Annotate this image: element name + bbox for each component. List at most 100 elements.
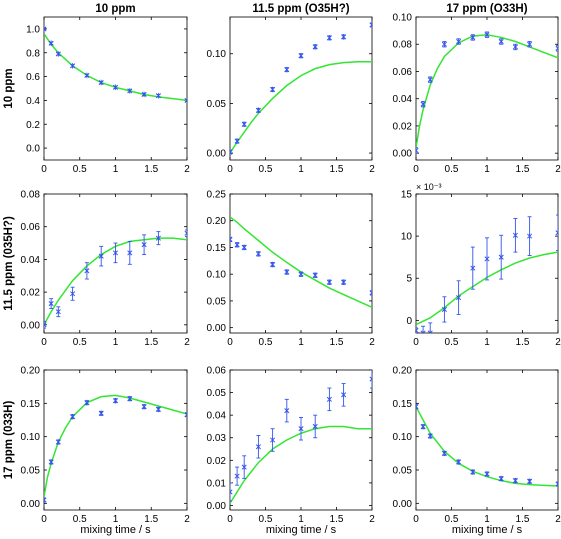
- data-point: [427, 433, 433, 439]
- y-tick-label: 0.05: [21, 466, 41, 477]
- marker-stroke: [416, 327, 419, 332]
- x-tick-label: 0: [227, 164, 233, 175]
- x-tick-label: 2: [369, 337, 375, 348]
- marker-stroke: [184, 99, 187, 103]
- data-point: [44, 321, 47, 329]
- x-tick-label: 2: [184, 164, 190, 175]
- x-tick-label: 0.5: [445, 164, 459, 175]
- data-point: [255, 107, 261, 114]
- marker-stroke: [416, 147, 419, 152]
- marker-stroke: [429, 330, 433, 333]
- x-tick-label: 0.5: [73, 337, 87, 348]
- plot-frame: [229, 16, 373, 161]
- y-tick-label: 0.20: [207, 216, 227, 227]
- y-tick-label: 1.0: [26, 24, 40, 35]
- data-point: [420, 325, 426, 333]
- y-tick-label: 0.04: [393, 94, 413, 105]
- data-point: [241, 455, 247, 479]
- marker-stroke: [44, 322, 47, 326]
- data-point: [141, 403, 147, 410]
- data-point: [155, 92, 161, 99]
- marker-stroke: [555, 483, 558, 487]
- data-point: [484, 471, 490, 477]
- marker-stroke: [44, 324, 47, 328]
- x-tick-label: 1: [484, 337, 490, 348]
- data-point: [512, 217, 518, 253]
- y-tick-label: 0.10: [207, 270, 227, 281]
- data-point: [416, 327, 419, 333]
- x-tick-label: 1: [113, 164, 119, 175]
- y-tick-label: 0.20: [21, 366, 41, 377]
- plot-area: [230, 370, 372, 504]
- data-point: [184, 229, 187, 237]
- data-point: [270, 86, 276, 93]
- marker-stroke: [230, 236, 233, 241]
- fit-curve: [230, 60, 372, 154]
- y-tick-label: 0.10: [393, 432, 413, 443]
- x-tick-label: 1: [298, 164, 304, 175]
- data-point: [284, 66, 290, 73]
- y-tick-label: 0.10: [21, 432, 41, 443]
- panel-1-0: 0 0.5 1 1.5 2 0.00 0.02 0.04 0.06 0.08: [21, 190, 191, 349]
- data-point: [512, 43, 518, 51]
- y-tick-label: 0.15: [21, 399, 41, 410]
- y-tick-label: 15: [401, 190, 413, 201]
- y-tick-label: 0.25: [207, 190, 227, 201]
- data-point: [112, 84, 119, 91]
- data-point: [98, 79, 104, 86]
- x-tick-label: 1.5: [330, 337, 344, 348]
- data-point: [184, 97, 187, 104]
- x-tick-label: 0: [41, 337, 47, 348]
- y-tick-label: 0.10: [393, 13, 413, 24]
- data-point: [48, 459, 54, 465]
- plot-area: [416, 403, 558, 487]
- marker-stroke: [44, 499, 47, 503]
- data-point: [70, 413, 76, 420]
- y-tick-label: 0.08: [21, 190, 41, 201]
- data-point: [270, 261, 276, 268]
- x-tick-label: 0.5: [259, 514, 273, 525]
- x-tick-label: 2: [184, 337, 190, 348]
- data-point: [326, 279, 332, 286]
- x-tick-label: 0.5: [445, 514, 459, 525]
- x-axis-label-0: mixing time / s: [80, 524, 151, 536]
- panel-2-1: 0 0.5 1 1.5 2 0.00 0.01 0.02 0.03 0.04 0.05 0.06: [207, 366, 376, 526]
- marker-stroke: [230, 491, 233, 495]
- y-tick-label: 0.06: [207, 366, 227, 377]
- data-point: [441, 450, 447, 457]
- marker-stroke: [427, 330, 431, 333]
- row-title-0: 10 ppm: [3, 68, 15, 108]
- y-tick-label: 0.00: [21, 320, 41, 331]
- marker-stroke: [184, 230, 187, 234]
- data-point: [70, 286, 76, 301]
- data-point: [55, 439, 61, 445]
- y-tick-label: 0.8: [26, 48, 40, 59]
- data-point: [284, 269, 290, 275]
- marker-stroke: [184, 413, 187, 418]
- plot-area: [416, 214, 558, 333]
- data-point: [230, 149, 233, 155]
- marker-stroke: [369, 22, 372, 26]
- x-tick-label: 1.5: [516, 337, 530, 348]
- y-tick-label: 0.6: [26, 72, 40, 83]
- marker-stroke: [230, 149, 233, 153]
- data-point: [284, 398, 290, 423]
- x-tick-label: 0.5: [259, 337, 273, 348]
- data-point: [441, 41, 447, 48]
- plot-frame: [415, 369, 559, 511]
- data-point: [48, 298, 54, 309]
- data-point: [369, 370, 372, 389]
- data-point: [98, 245, 104, 267]
- y-tick-label: 0.01: [207, 478, 227, 489]
- marker-stroke: [416, 404, 419, 408]
- fit-curve: [44, 33, 187, 102]
- plot-area: [44, 394, 187, 503]
- x-tick-label: 0.5: [73, 514, 87, 525]
- data-point: [456, 280, 462, 315]
- y-tick-label: 0.15: [393, 399, 413, 410]
- y-tick-label: 0.15: [207, 243, 227, 254]
- x-axis-label-2: mixing time / s: [452, 524, 523, 536]
- x-tick-label: 1.5: [516, 164, 530, 175]
- y-tick-label: 0: [406, 316, 412, 327]
- x-tick-label: 0.5: [73, 164, 87, 175]
